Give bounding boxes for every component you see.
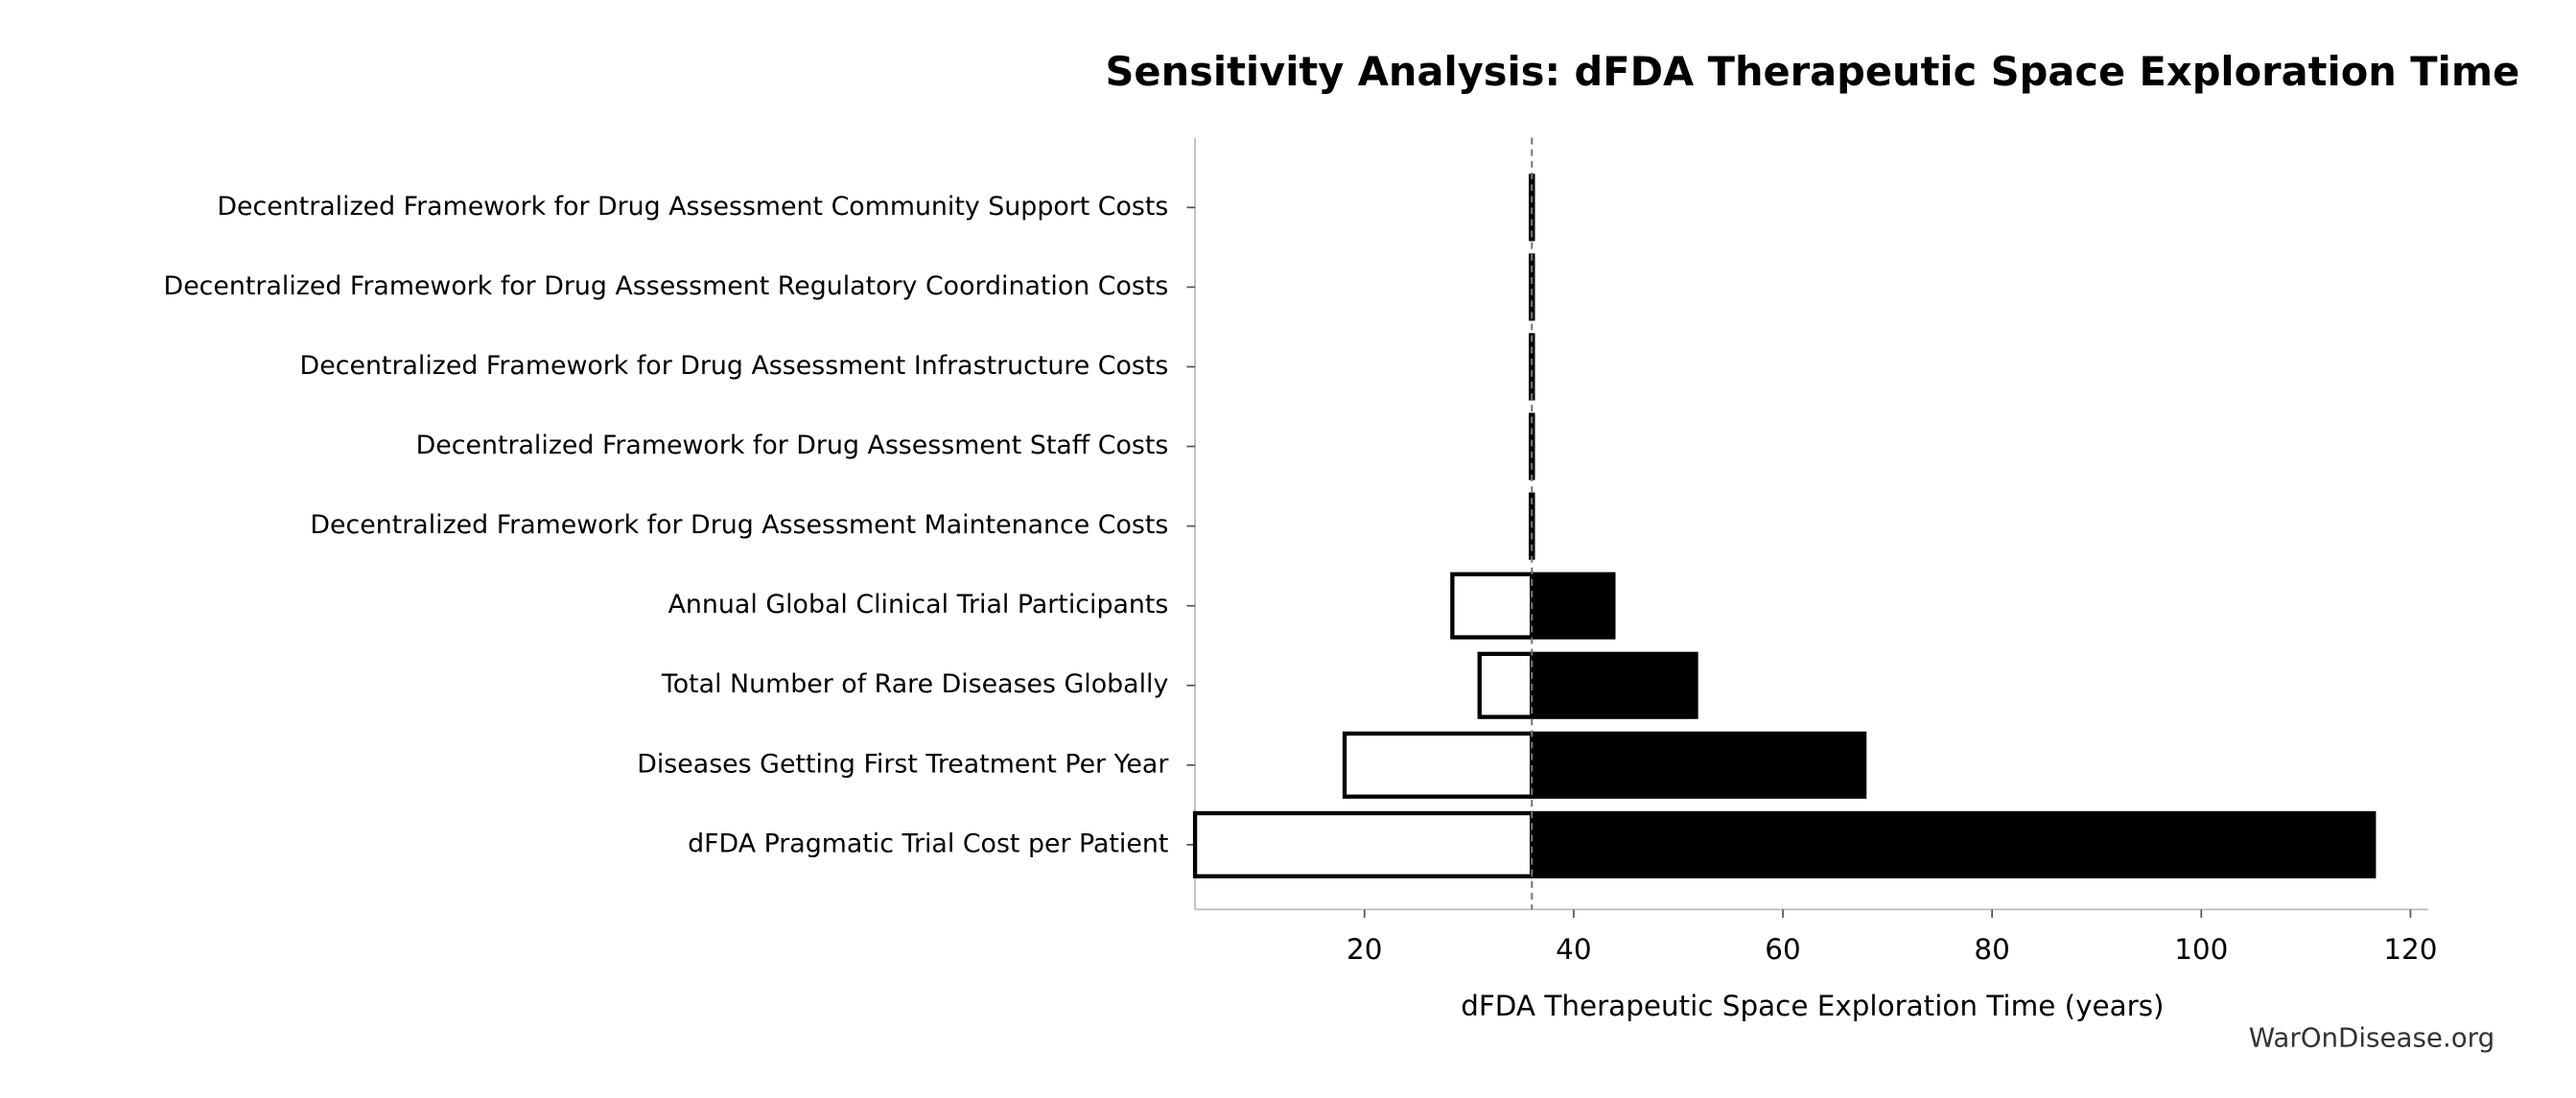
low-bar <box>1450 572 1534 640</box>
watermark: WarOnDisease.org <box>2249 1021 2494 1053</box>
low-bar <box>1477 651 1534 719</box>
high-bar <box>1530 572 1616 640</box>
x-tick-label: 80 <box>1974 933 2009 966</box>
low-bar <box>1342 731 1534 799</box>
y-tick-label: dFDA Pragmatic Trial Cost per Patient <box>688 829 1168 858</box>
y-tick-label: Decentralized Framework for Drug Assessm… <box>416 431 1169 460</box>
high-bar <box>1530 253 1535 321</box>
y-tick-label: Decentralized Framework for Drug Assessm… <box>217 192 1168 222</box>
y-tick-label: Annual Global Clinical Trial Participant… <box>668 590 1169 619</box>
chart-title: Sensitivity Analysis: dFDA Therapeutic S… <box>1106 48 2520 95</box>
x-tick-label: 20 <box>1347 933 1382 966</box>
y-tick-label: Diseases Getting First Treatment Per Yea… <box>637 749 1169 779</box>
y-tick-label: Decentralized Framework for Drug Assessm… <box>164 271 1169 301</box>
high-bar <box>1530 731 1867 799</box>
y-tick-label: Decentralized Framework for Drug Assessm… <box>300 351 1169 381</box>
high-bar <box>1530 333 1535 401</box>
low-bar <box>1192 810 1534 878</box>
x-tick-label: 60 <box>1765 933 1800 966</box>
y-tick-label: Decentralized Framework for Drug Assessm… <box>310 510 1168 540</box>
x-tick-label: 100 <box>2174 933 2228 966</box>
high-bar <box>1530 651 1698 719</box>
y-tick-label: Total Number of Rare Diseases Globally <box>661 669 1169 699</box>
high-bar <box>1530 810 2377 878</box>
x-tick-label: 40 <box>1556 933 1591 966</box>
x-tick-label: 120 <box>2383 933 2437 966</box>
x-axis-label: dFDA Therapeutic Space Exploration Time … <box>1461 990 2164 1022</box>
